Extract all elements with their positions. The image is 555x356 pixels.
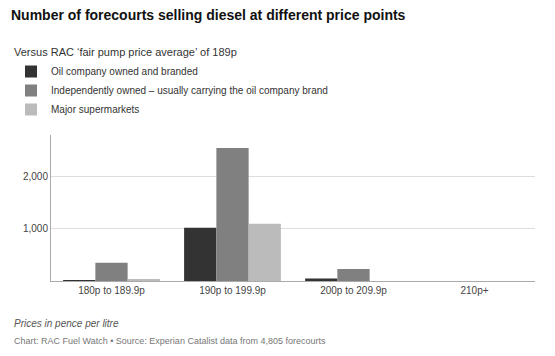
svg-text:Major supermarkets: Major supermarkets (51, 104, 139, 115)
svg-text:Versus RAC ‘fair pump price av: Versus RAC ‘fair pump price average’ of … (14, 46, 237, 58)
svg-text:2,000: 2,000 (23, 171, 48, 182)
svg-text:210p+: 210p+ (460, 285, 488, 296)
svg-text:Oil company owned and branded: Oil company owned and branded (51, 66, 198, 77)
svg-text:1,000: 1,000 (23, 223, 48, 234)
svg-text:Prices in pence per litre: Prices in pence per litre (14, 318, 119, 329)
svg-text:200p to 209.9p: 200p to 209.9p (320, 285, 387, 296)
svg-text:Chart: RAC Fuel Watch • Source: Chart: RAC Fuel Watch • Source: Experian… (14, 336, 326, 346)
svg-text:190p to 199.9p: 190p to 199.9p (199, 285, 266, 296)
svg-text:180p to 189.9p: 180p to 189.9p (78, 285, 145, 296)
svg-text:Number of forecourts selling d: Number of forecourts selling diesel at d… (11, 7, 406, 23)
svg-text:Independently owned – usually: Independently owned – usually carrying t… (51, 85, 328, 96)
